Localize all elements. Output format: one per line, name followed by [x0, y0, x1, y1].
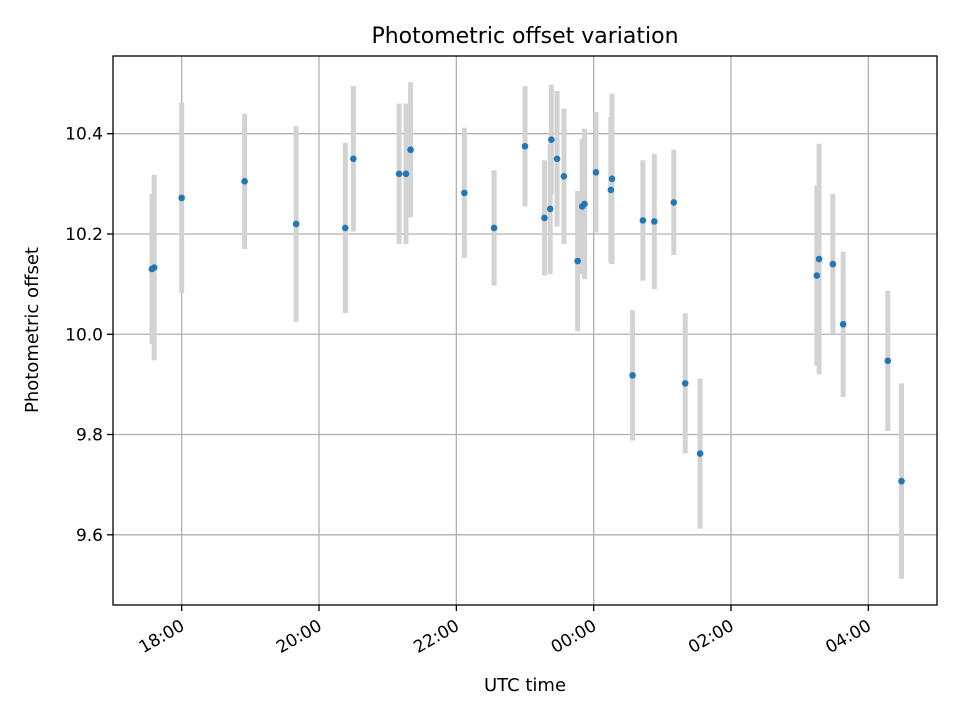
data-point	[608, 175, 616, 183]
data-point	[546, 205, 554, 213]
data-point	[541, 214, 548, 222]
data-point	[651, 218, 658, 225]
data-point	[553, 155, 561, 163]
data-points	[148, 136, 905, 485]
data-point	[670, 199, 678, 206]
data-point	[461, 189, 468, 197]
y-tick-label: 10.4	[65, 125, 103, 145]
data-point	[342, 224, 349, 232]
data-point	[548, 136, 555, 144]
data-point	[829, 260, 837, 268]
data-point	[592, 169, 600, 176]
y-tick-label: 10.0	[65, 325, 103, 345]
data-point	[884, 357, 892, 365]
x-axis-label: UTC time	[484, 675, 566, 696]
data-point	[815, 255, 823, 263]
data-point	[241, 178, 248, 185]
data-point	[350, 155, 357, 163]
y-tick-label: 9.6	[76, 526, 103, 546]
data-point	[574, 257, 581, 265]
data-point	[395, 170, 403, 178]
data-point	[521, 142, 529, 150]
data-point	[560, 173, 568, 180]
data-point	[681, 380, 689, 387]
data-point	[150, 264, 158, 271]
data-point	[839, 320, 847, 328]
data-point	[581, 200, 588, 208]
data-point	[407, 146, 414, 154]
data-point	[639, 217, 647, 224]
data-point	[607, 186, 615, 194]
chart-title: Photometric offset variation	[371, 24, 678, 49]
data-point	[898, 477, 905, 485]
plot-frame	[112, 55, 938, 606]
y-tick-label: 9.8	[76, 426, 103, 446]
data-point	[292, 220, 300, 228]
y-tick-label: 10.2	[65, 225, 103, 245]
data-point	[490, 224, 498, 232]
data-point	[696, 450, 704, 457]
data-point	[629, 372, 636, 379]
data-point	[813, 272, 821, 279]
data-point	[178, 194, 185, 202]
data-point	[402, 170, 410, 178]
y-axis-label: Photometric offset	[22, 247, 43, 413]
